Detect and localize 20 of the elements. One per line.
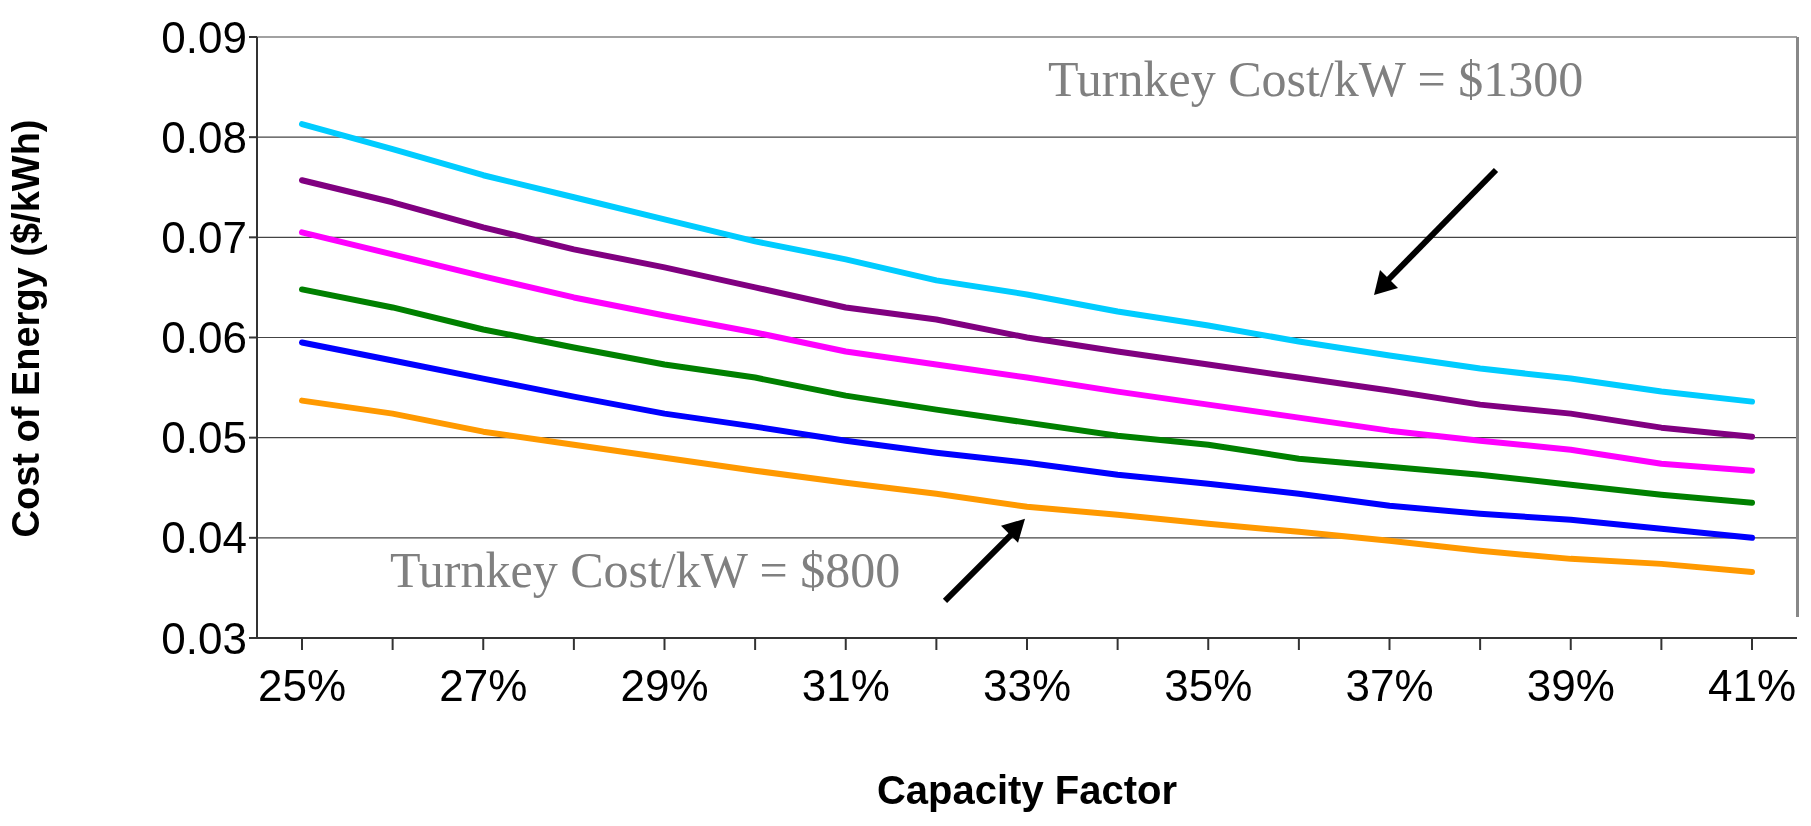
- y-tick-label: 0.06: [161, 313, 247, 363]
- y-tick-label: 0.08: [161, 112, 247, 162]
- annotation: Turnkey Cost/kW = $800: [390, 540, 901, 599]
- x-tick-label: 33%: [982, 661, 1072, 711]
- annotation: Turnkey Cost/kW = $1300: [1048, 50, 1584, 108]
- x-tick-label: 35%: [1164, 661, 1253, 711]
- y-axis-title: Cost of Energy ($/kWh): [5, 119, 48, 538]
- y-tick-label: 0.07: [161, 212, 247, 262]
- y-tick-label: 0.05: [161, 413, 247, 463]
- y-tick-label: 0.03: [161, 613, 247, 663]
- x-tick-label: 31%: [801, 661, 890, 711]
- x-axis-title: Capacity Factor: [876, 768, 1178, 812]
- x-tick-label: 41%: [1707, 661, 1797, 711]
- x-tick-label: 37%: [1345, 661, 1434, 711]
- x-tick-label: 25%: [257, 661, 347, 711]
- y-tick-label: 0.04: [161, 513, 247, 563]
- x-tick-label: 29%: [620, 661, 709, 711]
- x-tick-label: 27%: [439, 661, 528, 711]
- y-tick-label: 0.09: [161, 12, 247, 62]
- x-tick-label: 39%: [1526, 661, 1615, 711]
